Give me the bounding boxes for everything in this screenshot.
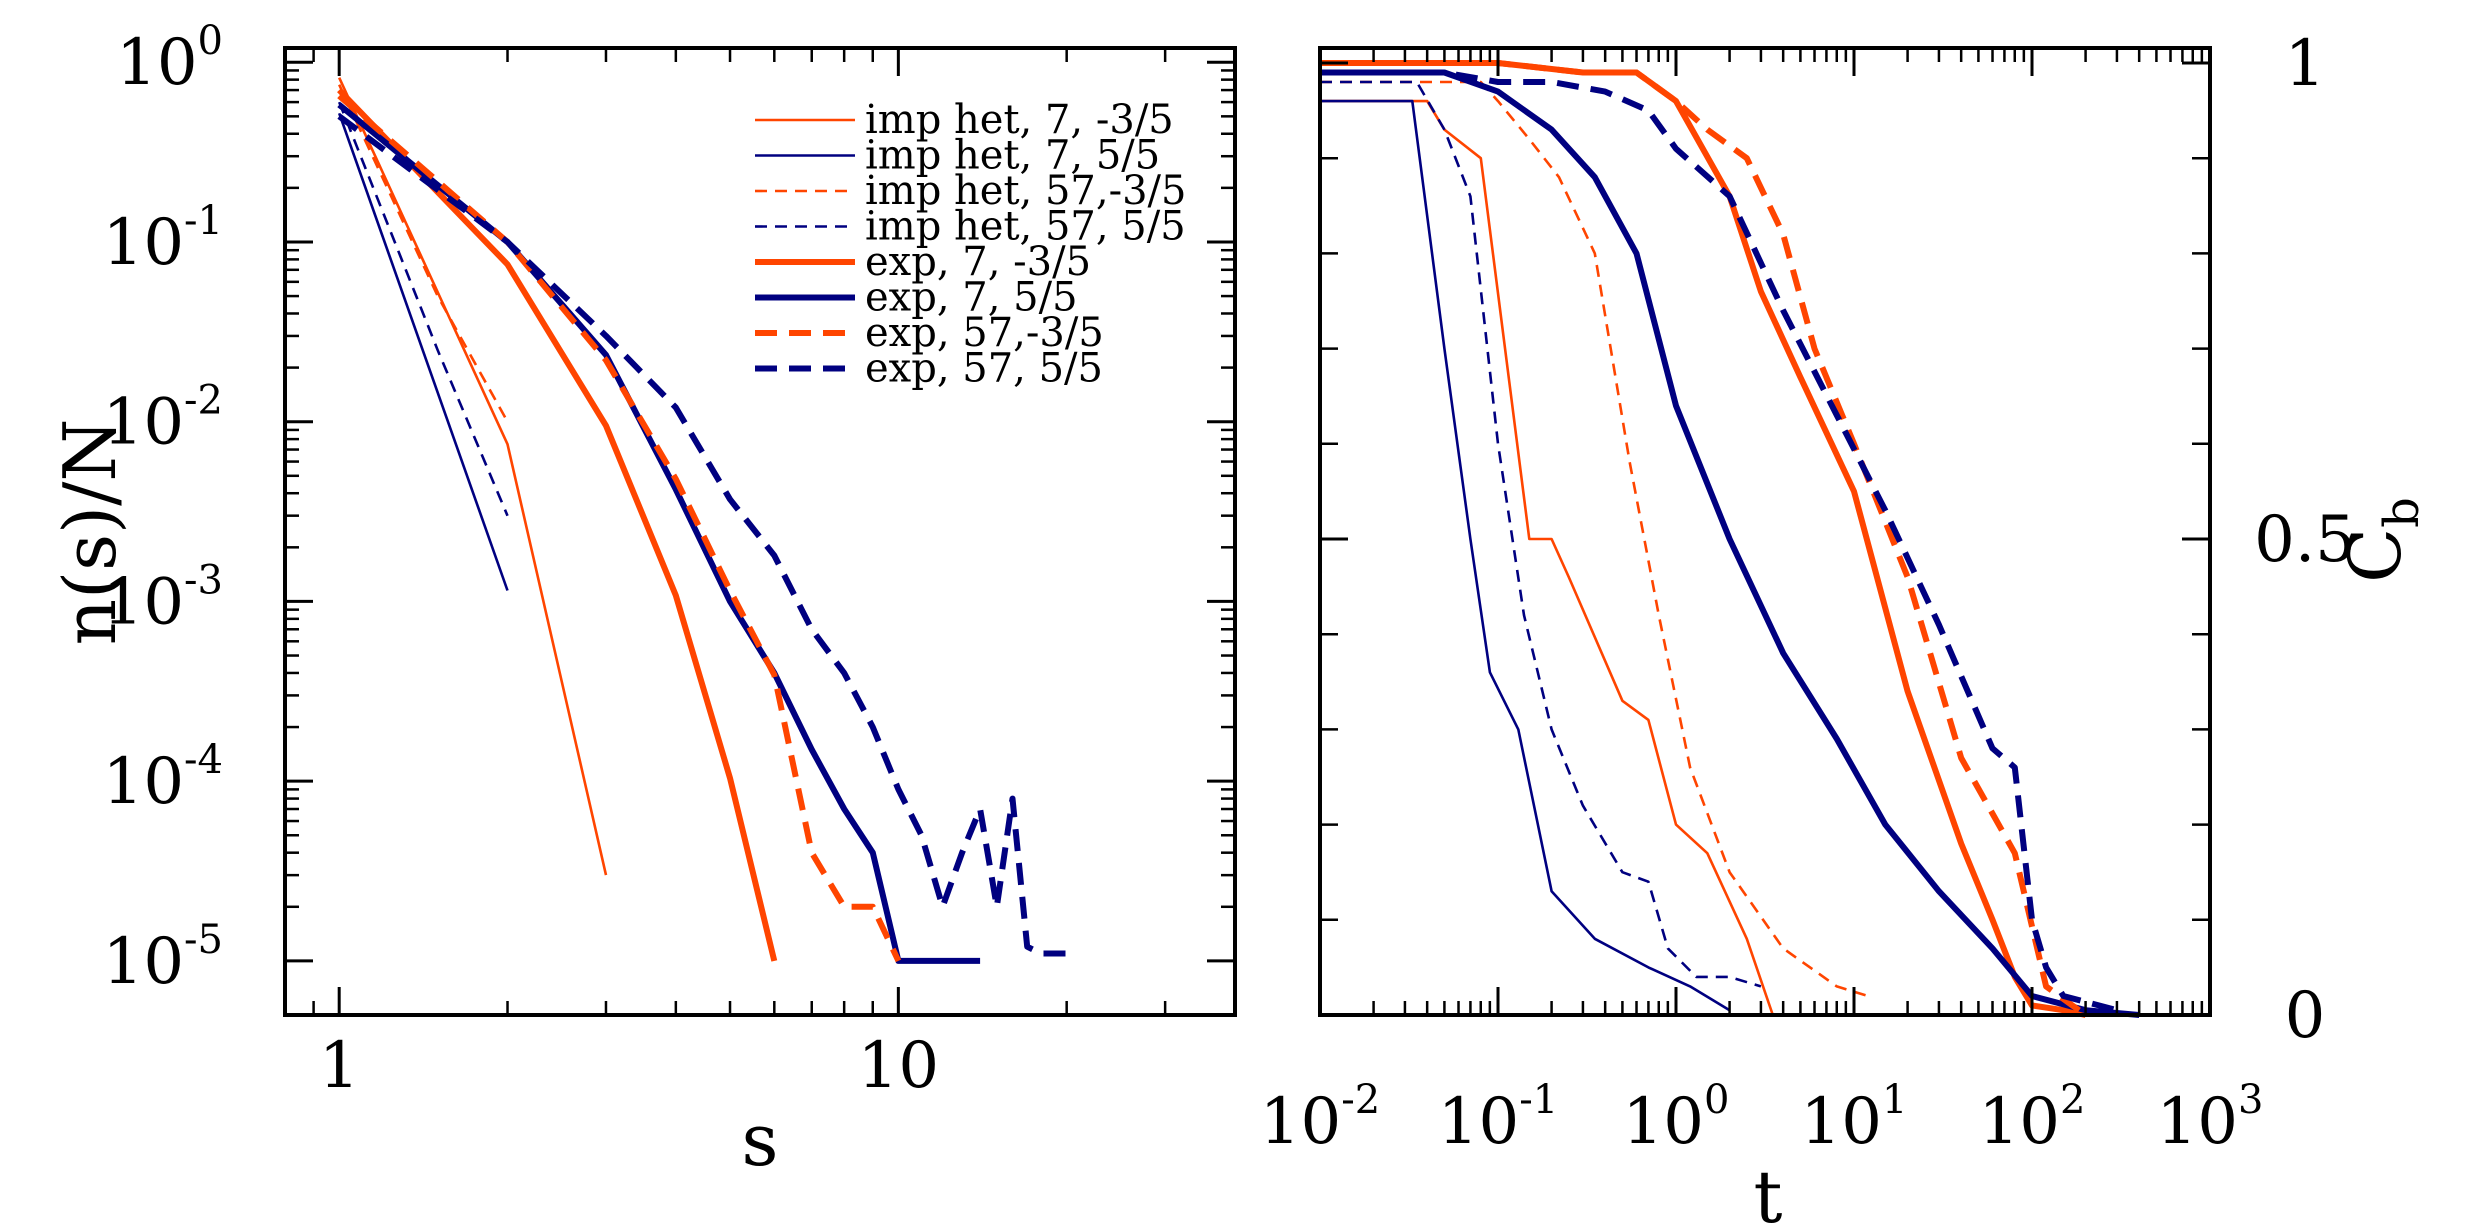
left-y-tick-label-2: 10-2 — [103, 378, 223, 460]
right-x-tick-label-0: 10-2 — [1260, 1077, 1380, 1159]
right-series-5 — [1320, 69, 2140, 1018]
right-x-tick-label-1: 10-1 — [1438, 1077, 1558, 1159]
left-x-tick-label-0-base: 1 — [319, 1029, 360, 1103]
left-plot-frame — [283, 46, 1237, 1017]
left-series-4 — [337, 88, 778, 962]
right-x-tick-label-4-exp: 2 — [2060, 1077, 2085, 1123]
left-y-tick-label-1-base: 10 — [103, 206, 184, 280]
legend-label-7: exp, 57, 5/5 — [865, 346, 1103, 392]
legend-label-0: imp het, 7, -3/5 — [865, 97, 1174, 143]
left-x-axis-title: s — [742, 1098, 779, 1182]
right-y-axis-title: Cb — [2333, 497, 2430, 583]
left-y-axis-title: n(s)/N — [48, 419, 132, 646]
left-series-group — [337, 77, 1067, 964]
right-x-tick-label-3: 101 — [1801, 1077, 1908, 1159]
legend-label-5: exp, 7, 5/5 — [865, 275, 1078, 321]
right-y-tick-label-1: 0.5 — [2254, 503, 2356, 577]
right-y-axis-title-group: Cb — [2333, 497, 2430, 583]
right-series-3 — [1320, 80, 1762, 988]
right-x-tick-label-1-base: 10 — [1438, 1085, 1519, 1159]
left-y-tick-label-3-exp: -3 — [184, 557, 223, 603]
left-series-0 — [338, 77, 608, 876]
right-y-tick-label-0: 0 — [2285, 979, 2326, 1053]
left-y-tick-label-1: 10-1 — [103, 198, 223, 280]
right-series-2 — [1320, 80, 1869, 998]
right-x-tick-label-4: 102 — [1979, 1077, 2086, 1159]
legend-label-3: imp het, 57, 5/5 — [865, 204, 1186, 250]
right-series-7 — [1320, 69, 2118, 1014]
left-series-2 — [338, 84, 509, 423]
legend-label-6: exp, 57,-3/5 — [865, 310, 1104, 356]
right-x-tick-label-2-exp: 0 — [1704, 1077, 1729, 1123]
right-x-tick-label-1-exp: -1 — [1519, 1077, 1558, 1123]
left-y-tick-label-1-exp: -1 — [184, 198, 223, 244]
right-y-axis-title-main: C — [2333, 528, 2417, 583]
left-y-tick-label-5: 10-5 — [103, 917, 223, 999]
right-x-tick-label-5-base: 10 — [2157, 1085, 2238, 1159]
left-y-tick-label-2-base: 10 — [103, 386, 184, 460]
left-y-tick-label-2-exp: -2 — [184, 378, 223, 424]
right-series-group — [1320, 60, 2140, 1018]
left-x-tick-label-1-base: 10 — [858, 1029, 939, 1103]
left-y-tick-label-3-base: 10 — [103, 565, 184, 639]
right-plot-frame — [1318, 46, 2212, 1017]
right-series-1 — [1320, 99, 1731, 1012]
right-x-tick-label-5: 103 — [2157, 1077, 2264, 1159]
right-x-axis-title: t — [1754, 1155, 1783, 1231]
left-series-1 — [337, 112, 509, 591]
right-x-tick-label-0-exp: -2 — [1341, 1077, 1380, 1123]
legend-label-2: imp het, 57,-3/5 — [865, 168, 1186, 214]
right-x-tick-label-3-exp: 1 — [1882, 1077, 1907, 1123]
left-series-7 — [337, 113, 1067, 957]
left-y-tick-label-4: 10-4 — [103, 737, 223, 819]
left-y-tick-label-5-exp: -5 — [184, 917, 223, 963]
left-x-tick-label-1: 10 — [858, 1029, 939, 1103]
right-series-0 — [1320, 99, 1775, 1016]
left-y-tick-label-5-base: 10 — [103, 925, 184, 999]
right-x-tick-label-3-base: 10 — [1801, 1085, 1882, 1159]
right-series-4 — [1320, 60, 2087, 1018]
right-y-axis-title-sub: b — [2374, 497, 2430, 528]
right-x-tick-label-2-base: 10 — [1623, 1085, 1704, 1159]
right-series-6 — [1320, 60, 2088, 1018]
left-y-tick-label-4-base: 10 — [103, 745, 184, 819]
left-y-tick-label-4-exp: -4 — [184, 737, 223, 783]
right-x-tick-label-0-base: 10 — [1260, 1085, 1341, 1159]
left-y-tick-label-0-exp: 0 — [198, 18, 223, 64]
left-y-tick-label-0-base: 10 — [116, 26, 197, 100]
right-y-tick-label-2: 1 — [2285, 27, 2326, 101]
left-series-5 — [337, 102, 981, 964]
legend-label-1: imp het, 7, 5/5 — [865, 133, 1160, 179]
right-x-tick-label-5-exp: 3 — [2238, 1077, 2263, 1123]
left-y-tick-label-0: 100 — [116, 18, 223, 100]
right-x-tick-label-2: 100 — [1623, 1077, 1730, 1159]
left-y-tick-label-3: 10-3 — [103, 557, 223, 639]
left-x-tick-label-0: 1 — [319, 1029, 360, 1103]
left-series-3 — [337, 101, 509, 517]
left-series-6 — [337, 93, 902, 963]
right-x-tick-label-4-base: 10 — [1979, 1085, 2060, 1159]
legend-label-4: exp, 7, -3/5 — [865, 239, 1091, 285]
